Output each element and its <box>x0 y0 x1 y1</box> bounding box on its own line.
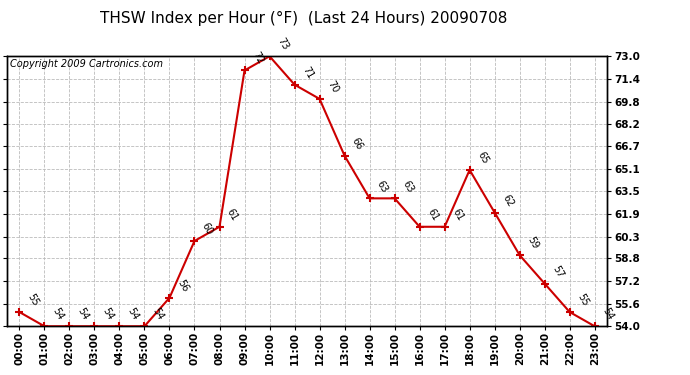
Text: 61: 61 <box>450 207 465 223</box>
Text: 59: 59 <box>525 236 540 251</box>
Text: 55: 55 <box>25 292 40 308</box>
Text: 62: 62 <box>500 193 515 208</box>
Text: 73: 73 <box>275 36 290 52</box>
Text: 54: 54 <box>100 306 115 322</box>
Text: 54: 54 <box>75 306 90 322</box>
Text: 55: 55 <box>575 292 590 308</box>
Text: 72: 72 <box>250 51 265 66</box>
Text: 56: 56 <box>175 278 190 294</box>
Text: 61: 61 <box>225 207 240 223</box>
Text: 54: 54 <box>50 306 65 322</box>
Text: 60: 60 <box>200 221 215 237</box>
Text: 70: 70 <box>325 79 340 95</box>
Text: 71: 71 <box>300 65 315 81</box>
Text: Copyright 2009 Cartronics.com: Copyright 2009 Cartronics.com <box>10 59 163 69</box>
Text: 63: 63 <box>375 178 390 194</box>
Text: 54: 54 <box>150 306 165 322</box>
Text: 66: 66 <box>350 136 365 152</box>
Text: THSW Index per Hour (°F)  (Last 24 Hours) 20090708: THSW Index per Hour (°F) (Last 24 Hours)… <box>100 11 507 26</box>
Text: 54: 54 <box>125 306 140 322</box>
Text: 65: 65 <box>475 150 490 166</box>
Text: 63: 63 <box>400 178 415 194</box>
Text: 57: 57 <box>550 264 565 279</box>
Text: 61: 61 <box>425 207 440 223</box>
Text: 54: 54 <box>600 306 615 322</box>
